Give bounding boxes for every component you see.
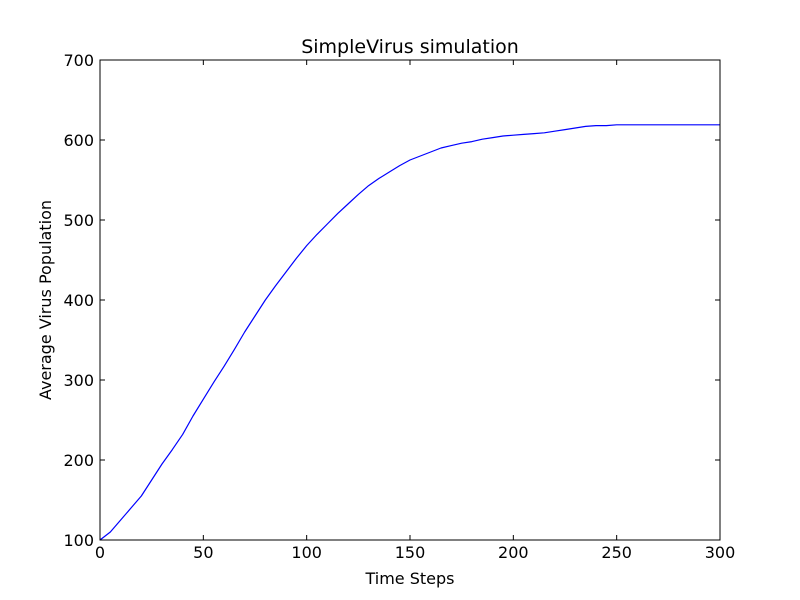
plot-frame [99,59,721,541]
ticks-layer: 0 50 100 150 200 250 300 100 200 300 400 500 600 700 [63,51,735,562]
x-tick-label: 0 [95,543,105,562]
y-tick-label: 700 [63,51,94,70]
y-axis-label: Average Virus Population [36,200,55,400]
y-tick-label: 600 [63,131,94,150]
chart-title: SimpleVirus simulation [301,36,519,58]
y-tick-label: 200 [63,451,94,470]
x-tick-label: 200 [498,543,529,562]
series-layer [99,124,720,541]
x-tick-label: 150 [395,543,426,562]
y-tick-label: 300 [63,371,94,390]
x-tick-label: 300 [705,543,736,562]
y-tick-label: 500 [63,211,94,230]
x-tick-label: 50 [193,543,213,562]
x-tick-label: 100 [291,543,322,562]
y-tick-label: 100 [63,531,94,550]
y-tick-label: 400 [63,291,94,310]
x-tick-label: 250 [601,543,632,562]
x-axis-label: Time Steps [364,569,454,588]
series-line [99,124,720,541]
